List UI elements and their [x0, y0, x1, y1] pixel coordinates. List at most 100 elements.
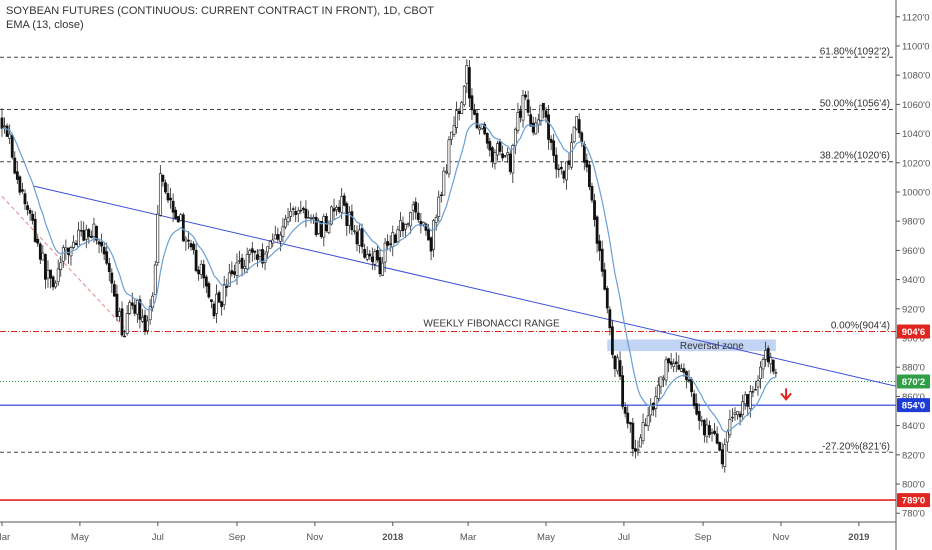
y-tick-label: 960'0	[902, 246, 925, 257]
candle-body	[572, 126, 576, 143]
candle-body	[439, 194, 443, 197]
candle-body	[483, 124, 487, 135]
candle-body	[718, 442, 722, 451]
candle-body	[266, 246, 270, 253]
candle-body	[335, 207, 338, 210]
candle-body	[112, 284, 116, 297]
y-tick-label: 920'0	[902, 304, 925, 315]
candle-body	[102, 247, 106, 255]
x-tick-label: Mar	[460, 532, 476, 543]
candle-body	[633, 448, 637, 452]
candle-body	[432, 220, 436, 250]
candle-body	[77, 229, 81, 247]
candle-body	[31, 213, 35, 221]
price-tag-box	[897, 324, 930, 339]
candle-body	[59, 262, 63, 270]
candle-body	[207, 283, 211, 298]
candle-body	[353, 230, 356, 232]
candle-body	[582, 144, 586, 163]
candle-body	[611, 326, 614, 355]
candle-body	[462, 85, 466, 106]
candle-body	[386, 241, 390, 246]
candle-body	[743, 394, 747, 405]
candle-body	[197, 269, 201, 275]
candle-body	[513, 128, 517, 147]
candle-body	[370, 256, 374, 262]
candle-body	[189, 243, 193, 248]
candle-body	[340, 196, 344, 213]
candle-body	[327, 223, 331, 234]
trendline	[1, 196, 128, 332]
y-tick-label: 840'0	[902, 421, 925, 432]
candle-body	[268, 241, 272, 249]
candle-body	[82, 230, 86, 241]
candle-body	[243, 266, 247, 269]
candle-body	[656, 384, 660, 399]
candle-body	[115, 293, 119, 317]
candle-body	[457, 110, 461, 114]
candle-body	[54, 282, 58, 288]
candle-body	[309, 217, 313, 220]
candle-body	[613, 355, 617, 370]
candle-body	[593, 200, 596, 220]
y-tick-label: 800'0	[902, 480, 925, 491]
ema-line	[1, 119, 777, 433]
candle-body	[204, 276, 208, 287]
candle-body	[258, 249, 262, 258]
candle-body	[23, 193, 27, 205]
candle-body	[501, 153, 504, 159]
candle-body	[465, 65, 469, 84]
candle-body	[679, 368, 683, 372]
candle-body	[381, 262, 384, 276]
candle-body	[15, 171, 19, 180]
candle-body	[261, 249, 264, 264]
candle-body	[631, 422, 635, 450]
y-tick-label: 940'0	[902, 275, 925, 286]
candle-body	[700, 420, 704, 422]
candle-body	[764, 350, 768, 360]
y-tick-label: 1000'0	[902, 187, 930, 198]
candle-body	[644, 424, 648, 427]
candle-body	[565, 161, 568, 181]
candle-body	[552, 140, 556, 156]
x-tick-label: Sep	[229, 532, 246, 543]
candle-body	[391, 232, 395, 247]
candle-body	[485, 133, 489, 144]
annotations: 61.80%(1092'2) 50.00%(1056'4) 38.20%(1020'…	[423, 46, 890, 452]
candle-body	[728, 418, 732, 436]
candle-body	[278, 234, 282, 242]
candle-body	[741, 401, 745, 416]
candle-body	[511, 145, 515, 174]
candle-body	[746, 394, 750, 407]
candle-body	[759, 366, 762, 379]
candle-body	[393, 234, 397, 244]
candle-body	[84, 229, 88, 240]
candle-body	[600, 248, 604, 272]
fib-level-label: 61.80%(1092'2)	[820, 46, 890, 57]
candle-body	[342, 195, 346, 206]
candle-body	[358, 229, 361, 246]
candle-body	[44, 254, 47, 280]
candle-body	[33, 218, 37, 243]
candle-body	[95, 225, 98, 241]
candle-body	[490, 147, 494, 162]
horizontal-levels	[0, 56, 896, 501]
candle-body	[603, 269, 607, 290]
candle-body	[212, 303, 216, 317]
candle-body	[248, 250, 252, 255]
reversal-zones	[607, 339, 776, 352]
candle-body	[715, 433, 719, 444]
candle-body	[21, 189, 24, 192]
candle-body	[605, 288, 609, 309]
candle-body	[36, 238, 40, 244]
candle-body	[296, 210, 300, 215]
candle-body	[690, 378, 693, 393]
candle-body	[470, 95, 474, 111]
candle-body	[498, 141, 502, 152]
candle-body	[452, 125, 456, 135]
price-tag-label: 904'6	[902, 327, 925, 338]
candle-body	[557, 168, 561, 171]
candle-body	[307, 217, 310, 219]
candle-body	[399, 220, 402, 232]
